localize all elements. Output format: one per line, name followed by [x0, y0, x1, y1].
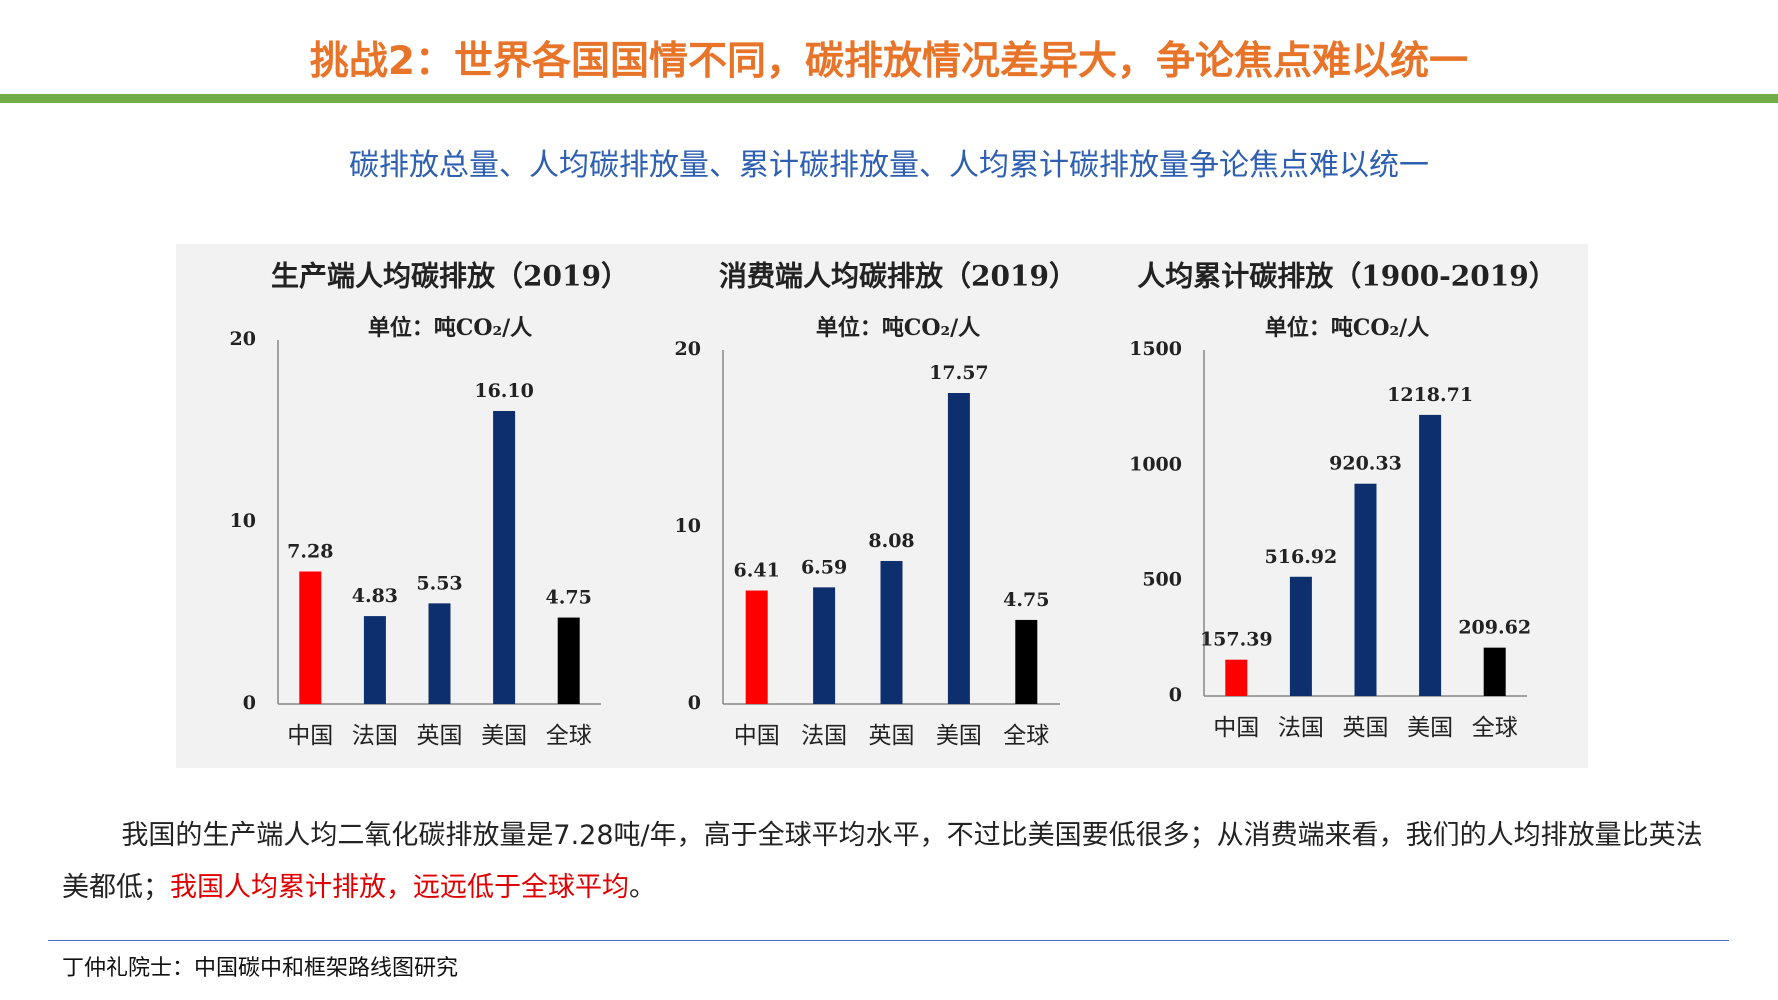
chart-subtitle: 单位：吨CO₂/人 — [1265, 315, 1429, 341]
x-tick-label: 法国 — [801, 723, 847, 749]
x-tick-label: 全球 — [1003, 723, 1049, 749]
x-tick-label: 英国 — [417, 723, 463, 749]
y-tick-label: 0 — [243, 692, 256, 714]
x-tick-label: 法国 — [352, 723, 398, 749]
x-tick-label: 美国 — [481, 723, 527, 749]
bar — [363, 616, 386, 704]
value-label: 6.41 — [734, 560, 780, 582]
chart-title: 消费端人均碳排放（2019） — [719, 260, 1077, 293]
slide-title: 挑战2：世界各国国情不同，碳排放情况差异大，争论焦点难以统一 — [309, 39, 1469, 84]
value-label: 7.28 — [287, 541, 333, 563]
chart-title: 人均累计碳排放（1900-2019） — [1137, 260, 1556, 293]
footer-rule — [48, 940, 1729, 941]
x-tick-label: 美国 — [1407, 715, 1453, 741]
x-tick-label: 中国 — [1213, 715, 1259, 741]
text-run: 。 — [629, 872, 656, 903]
bar — [557, 617, 580, 704]
x-tick-label: 法国 — [1278, 715, 1324, 741]
value-label: 4.75 — [546, 587, 592, 609]
x-tick-label: 中国 — [734, 723, 780, 749]
value-label: 16.10 — [474, 380, 534, 402]
slide-subtitle: 碳排放总量、人均碳排放量、累计碳排放量、人均累计碳排放量争论焦点难以统一 — [349, 148, 1429, 183]
y-tick-label: 20 — [675, 338, 701, 360]
value-label: 1218.71 — [1387, 384, 1473, 406]
bar — [1015, 619, 1038, 704]
bar — [1289, 576, 1312, 696]
bar — [1483, 647, 1506, 696]
bar — [493, 410, 516, 704]
highlight-text: 我国人均累计排放，远远低于全球平均 — [170, 872, 629, 903]
y-tick-label: 0 — [1169, 684, 1182, 706]
x-tick-label: 英国 — [869, 723, 915, 749]
y-tick-label: 0 — [688, 692, 701, 714]
bar — [1225, 659, 1248, 696]
title-rule — [0, 94, 1778, 103]
value-label: 920.33 — [1329, 453, 1402, 475]
x-tick-label: 中国 — [287, 723, 333, 749]
x-tick-label: 英国 — [1343, 715, 1389, 741]
value-label: 17.57 — [929, 362, 989, 384]
y-tick-label: 10 — [230, 510, 256, 532]
y-tick-label: 10 — [675, 515, 701, 537]
x-tick-label: 全球 — [1472, 715, 1518, 741]
value-label: 157.39 — [1200, 629, 1273, 651]
value-label: 4.75 — [1003, 589, 1049, 611]
value-label: 4.83 — [352, 585, 398, 607]
value-label: 516.92 — [1265, 546, 1338, 568]
y-tick-label: 500 — [1142, 569, 1182, 591]
body-text: 我国的生产端人均二氧化碳排放量是7.28吨/年，高于全球平均水平，不过比美国要低… — [62, 810, 1722, 914]
footer-text: 丁仲礼院士：中国碳中和框架路线图研究 — [62, 956, 459, 981]
y-tick-label: 20 — [230, 328, 256, 350]
bar — [1354, 483, 1377, 696]
chart-subtitle: 单位：吨CO₂/人 — [368, 315, 532, 341]
bar — [880, 560, 903, 704]
x-tick-label: 全球 — [546, 723, 592, 749]
value-label: 8.08 — [868, 530, 914, 552]
bar — [745, 590, 768, 704]
text-run: 我国的生产端人均二氧化碳排放量是7.28吨/年，高于全球平均水平，不过比美国要低… — [62, 820, 1703, 903]
bar — [428, 603, 451, 704]
bar — [1419, 414, 1442, 696]
x-tick-label: 美国 — [936, 723, 982, 749]
bar — [813, 587, 836, 704]
y-tick-label: 1500 — [1129, 338, 1182, 360]
chart-subtitle: 单位：吨CO₂/人 — [816, 315, 980, 341]
value-label: 6.59 — [801, 556, 847, 578]
bar — [299, 571, 322, 704]
bar — [947, 393, 970, 704]
value-label: 5.53 — [416, 572, 462, 594]
chart-title: 生产端人均碳排放（2019） — [271, 260, 629, 293]
value-label: 209.62 — [1458, 617, 1531, 639]
y-tick-label: 1000 — [1129, 453, 1182, 475]
